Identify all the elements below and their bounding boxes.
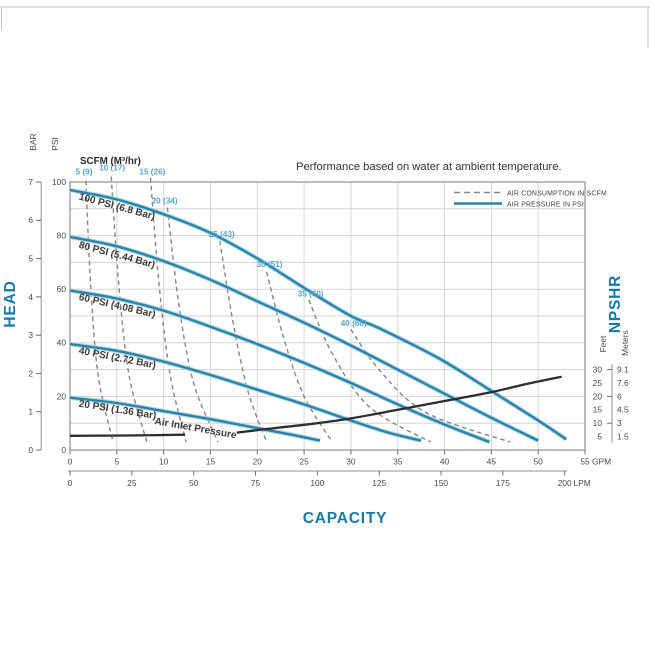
chart-note: Performance based on water at ambient te… xyxy=(296,161,562,173)
gpm-tick-label: 0 xyxy=(68,457,73,467)
gpm-unit-label: GPM xyxy=(592,457,611,467)
npshr-feet-label: 10 xyxy=(593,418,603,428)
gpm-tick-label: 45 xyxy=(487,457,497,467)
npshr-curve xyxy=(236,375,562,434)
psi-tick-label: 20 xyxy=(57,391,67,401)
gpm-tick-label: 55 xyxy=(580,457,590,467)
legend: AIR CONSUMPTION IN SCFM AIR PRESSURE IN … xyxy=(454,191,607,209)
plot-border xyxy=(69,181,586,451)
legend-air-consumption-label: AIR CONSUMPTION IN SCFM xyxy=(507,191,607,198)
air-consumption-curve-label: 15 (26) xyxy=(139,167,165,176)
air-consumption-curve xyxy=(219,240,268,443)
npshr-curve xyxy=(69,433,186,437)
gpm-tick-label: 5 xyxy=(114,457,119,467)
gpm-tick-label: 30 xyxy=(346,457,356,467)
air-pressure-curve xyxy=(69,396,321,442)
air-consumption-curve-label: 35 (60) xyxy=(298,289,324,298)
bar-tick-label: 3 xyxy=(28,330,33,340)
npshr-feet-label: 20 xyxy=(593,391,603,401)
meters-unit-label: Meters xyxy=(620,330,630,356)
air-pressure-curve xyxy=(69,342,422,442)
psi-tick-label: 60 xyxy=(57,284,67,294)
air-consumption-curve-label: 40 (68) xyxy=(341,319,367,328)
air-consumption-curve xyxy=(166,207,219,443)
gpm-tick-label: 35 xyxy=(393,457,403,467)
scfm-axis-header: SCFM (M³/hr) xyxy=(80,156,141,167)
npshr-meters-label: 1.5 xyxy=(617,432,629,442)
gpm-tick-label: 50 xyxy=(534,457,544,467)
npshr-meters-label: 4.5 xyxy=(617,405,629,415)
bar-tick-label: 2 xyxy=(28,368,33,378)
psi-tick-label: 0 xyxy=(61,445,66,455)
gpm-tick-label: 15 xyxy=(206,457,216,467)
air-consumption-curve-label: 30 (51) xyxy=(256,260,282,269)
psi-unit-label: PSI xyxy=(50,137,60,151)
air-consumption-curve xyxy=(308,299,431,443)
air-consumption-curve xyxy=(110,176,148,443)
air-consumption-curve-label: 25 (43) xyxy=(209,230,235,239)
npshr-meters-label: 7.6 xyxy=(617,378,629,388)
lpm-tick-label: 100 xyxy=(310,478,324,488)
bar-tick-label: 7 xyxy=(28,177,33,187)
lpm-tick-label: 0 xyxy=(68,478,73,488)
x-axis-title: CAPACITY xyxy=(303,510,387,527)
psi-tick-label: 100 xyxy=(52,177,66,187)
air-consumption-curve xyxy=(149,177,187,443)
air-consumption-curve xyxy=(85,180,114,443)
bar-tick-label: 4 xyxy=(28,292,33,302)
lpm-tick-label: 25 xyxy=(127,478,137,488)
npshr-feet-label: 25 xyxy=(593,378,603,388)
air-consumption-curve-label: 20 (34) xyxy=(152,196,178,205)
lpm-unit-label: LPM xyxy=(574,478,591,488)
bar-tick-label: 6 xyxy=(28,215,33,225)
bar-tick-label: 0 xyxy=(28,445,33,455)
y-axis-title: HEAD xyxy=(2,280,19,327)
lpm-tick-label: 50 xyxy=(189,478,199,488)
air-pressure-curve xyxy=(69,289,490,444)
air-pressure-curve xyxy=(69,188,567,441)
bar-tick-label: 5 xyxy=(28,253,33,263)
lpm-tick-label: 175 xyxy=(496,478,510,488)
psi-tick-label: 80 xyxy=(57,231,67,241)
air-consumption-curve-label: 5 (9) xyxy=(76,167,93,176)
npshr-meters-label: 3 xyxy=(617,418,622,428)
legend-air-pressure-label: AIR PRESSURE IN PSI xyxy=(507,202,584,209)
npshr-feet-label: 15 xyxy=(593,405,603,415)
npshr-meters-label: 9.1 xyxy=(617,365,629,375)
air-consumption-curve-label: 10 (17) xyxy=(99,163,125,172)
bar-unit-label: BAR xyxy=(28,133,38,150)
air-pressure-curve xyxy=(69,235,539,442)
right-axis-title: NPSHR xyxy=(607,275,624,333)
lpm-tick-label: 75 xyxy=(251,478,261,488)
lpm-tick-label: 200 xyxy=(558,478,572,488)
air-consumption-curve xyxy=(265,271,333,443)
gpm-tick-label: 25 xyxy=(299,457,309,467)
npshr-feet-label: 30 xyxy=(593,365,603,375)
lpm-tick-label: 125 xyxy=(372,478,386,488)
lpm-tick-label: 150 xyxy=(434,478,448,488)
plot-axes: 0 5 10 15 20 25 30 35 40 45 50 550 25 50 75 100 125 150 17… xyxy=(28,177,629,488)
npshr-meters-label: 6 xyxy=(617,391,622,401)
npshr-feet-label: 5 xyxy=(597,432,602,442)
feet-unit-label: Feet xyxy=(598,335,608,352)
bar-tick-label: 1 xyxy=(28,407,33,417)
gpm-tick-label: 20 xyxy=(253,457,263,467)
gpm-tick-label: 40 xyxy=(440,457,450,467)
gpm-tick-label: 10 xyxy=(159,457,169,467)
psi-tick-label: 40 xyxy=(57,338,67,348)
